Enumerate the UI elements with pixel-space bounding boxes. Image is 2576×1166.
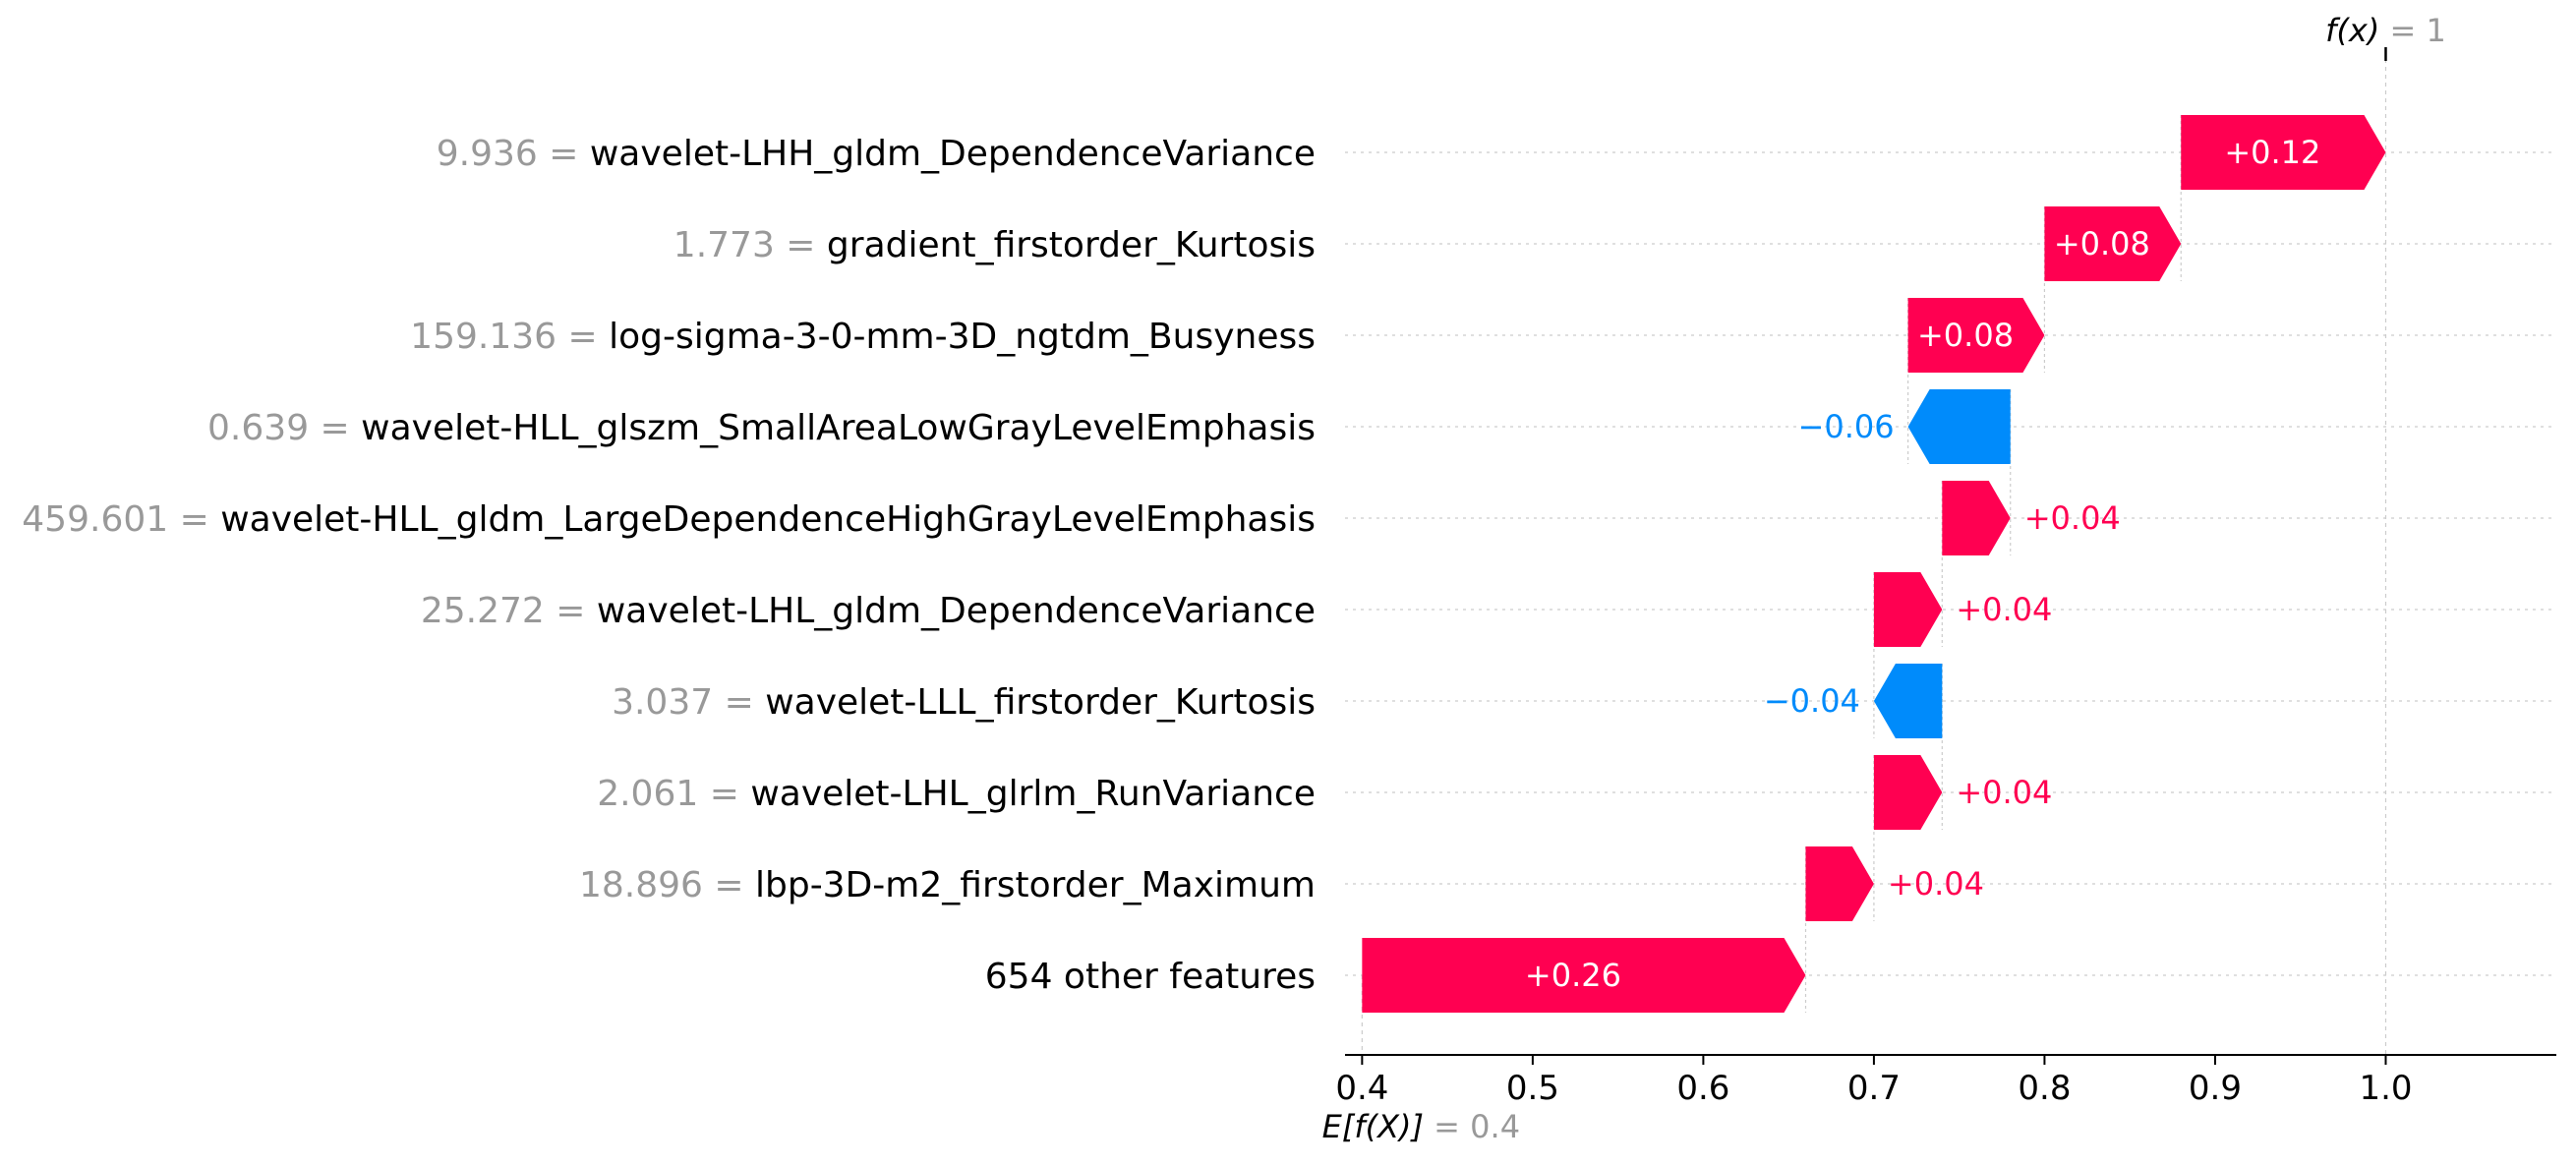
contribution-label: −0.04 — [1764, 682, 1860, 720]
base-value-number: = 0.4 — [1434, 1108, 1520, 1145]
contribution-label: +0.04 — [1956, 591, 2052, 628]
positive-contribution-bar — [1873, 572, 1943, 647]
feature-value: 2.061 = — [597, 774, 750, 814]
feature-label: 3.037 = wavelet-LLL_firstorder_Kurtosis — [612, 682, 1316, 723]
feature-value: 18.896 = — [579, 865, 755, 905]
feature-name: gradient_firstorder_Kurtosis — [827, 225, 1316, 265]
positive-contribution-bar — [1873, 755, 1943, 830]
x-tick-label: 0.7 — [1847, 1069, 1901, 1108]
base-value-label: E[f(X)] = 0.4 — [1322, 1108, 1520, 1145]
feature-value: 3.037 = — [612, 682, 765, 723]
feature-value: 25.272 = — [421, 591, 597, 631]
contribution-label: +0.26 — [1525, 957, 1621, 994]
contribution-label: +0.08 — [2054, 225, 2150, 262]
x-tick-label: 0.9 — [2189, 1069, 2242, 1108]
feature-value: 159.136 = — [410, 317, 609, 357]
feature-value: 0.639 = — [207, 408, 361, 448]
x-tick-label: 0.4 — [1335, 1069, 1388, 1108]
grid-layer — [1345, 59, 2556, 1065]
feature-value: 9.936 = — [437, 134, 590, 174]
positive-contribution-bar — [2044, 206, 2182, 281]
x-tick-label: 0.8 — [2018, 1069, 2071, 1108]
labels-layer: +0.12 9.936 = wavelet-LHH_gldm_Dependence… — [22, 134, 2320, 997]
output-value-label: f(x) = 1 — [2325, 12, 2446, 49]
x-tick-label: 0.6 — [1676, 1069, 1729, 1108]
feature-label: 459.601 = wavelet-HLL_gldm_LargeDependen… — [22, 499, 1316, 540]
x-tick-label: 0.5 — [1506, 1069, 1559, 1108]
contribution-label: +0.04 — [1956, 774, 2052, 811]
feature-label: 9.936 = wavelet-LHH_gldm_DependenceVaria… — [437, 134, 1316, 174]
feature-value: 459.601 = — [22, 499, 220, 540]
feature-value: 1.773 = — [673, 225, 827, 265]
feature-name: log-sigma-3-0-mm-3D_ngtdm_Busyness — [609, 317, 1316, 357]
feature-label: 18.896 = lbp-3D-m2_firstorder_Maximum — [579, 865, 1316, 905]
contribution-label: −0.06 — [1798, 408, 1895, 445]
feature-label: 2.061 = wavelet-LHL_glrlm_RunVariance — [597, 774, 1316, 814]
feature-name: wavelet-HLL_gldm_LargeDependenceHighGray… — [220, 499, 1316, 540]
output-value-prefix: f(x) — [2325, 12, 2389, 49]
feature-name: 654 other features — [985, 957, 1316, 997]
feature-label: 25.272 = wavelet-LHL_gldm_DependenceVari… — [421, 591, 1316, 631]
feature-label: 159.136 = log-sigma-3-0-mm-3D_ngtdm_Busy… — [410, 317, 1316, 357]
positive-contribution-bar — [1805, 846, 1874, 921]
feature-name: wavelet-LHL_gldm_DependenceVariance — [597, 591, 1316, 631]
negative-contribution-bar — [1873, 664, 1943, 738]
positive-contribution-bar — [1942, 481, 2011, 555]
x-tick-label: 1.0 — [2359, 1069, 2412, 1108]
contribution-label: +0.12 — [2224, 134, 2320, 171]
feature-name: wavelet-LLL_firstorder_Kurtosis — [765, 682, 1316, 723]
positive-contribution-bar — [1907, 298, 2045, 373]
feature-name: wavelet-LHL_glrlm_RunVariance — [750, 774, 1316, 814]
x-axis: 0.4 0.5 0.6 0.7 0.8 0.9 1.0 f(x) = 1 E[f(X)] = 0… — [1322, 12, 2556, 1145]
base-value-prefix: E[f(X)] — [1322, 1108, 1434, 1145]
positive-contribution-bar — [1362, 938, 1806, 1013]
feature-label: 654 other features — [985, 957, 1316, 997]
output-value-number: = 1 — [2389, 12, 2445, 49]
bars-layer — [1362, 115, 2386, 1013]
contribution-label: +0.04 — [2024, 499, 2121, 537]
feature-name: wavelet-LHH_gldm_DependenceVariance — [590, 134, 1316, 174]
contribution-label: +0.04 — [1888, 865, 1984, 903]
positive-contribution-bar — [2181, 115, 2386, 190]
feature-label: 1.773 = gradient_firstorder_Kurtosis — [673, 225, 1316, 265]
feature-label: 0.639 = wavelet-HLL_glszm_SmallAreaLowGr… — [207, 408, 1316, 448]
feature-name: lbp-3D-m2_firstorder_Maximum — [755, 865, 1316, 905]
negative-contribution-bar — [1907, 389, 2011, 464]
contribution-label: +0.08 — [1917, 317, 2014, 354]
feature-name: wavelet-HLL_glszm_SmallAreaLowGrayLevelE… — [361, 408, 1316, 448]
